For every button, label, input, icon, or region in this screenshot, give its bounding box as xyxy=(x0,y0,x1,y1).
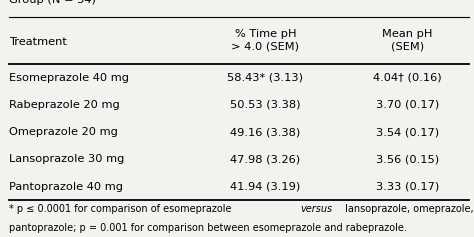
Text: 41.94 (3.19): 41.94 (3.19) xyxy=(230,182,301,192)
Text: lansoprazole, omeprazole, and: lansoprazole, omeprazole, and xyxy=(342,204,474,214)
Text: % Time pH
> 4.0 (SEM): % Time pH > 4.0 (SEM) xyxy=(231,29,300,51)
Text: pantoprazole; p = 0.001 for comparison between esomeprazole and rabeprazole.: pantoprazole; p = 0.001 for comparison b… xyxy=(9,223,407,233)
Text: Group (N = 54): Group (N = 54) xyxy=(9,0,96,5)
Text: Rabeprazole 20 mg: Rabeprazole 20 mg xyxy=(9,100,120,110)
Text: Mean pH
(SEM): Mean pH (SEM) xyxy=(383,29,433,51)
Text: 47.98 (3.26): 47.98 (3.26) xyxy=(230,154,301,164)
Text: Treatment: Treatment xyxy=(9,37,67,47)
Text: 58.43* (3.13): 58.43* (3.13) xyxy=(228,73,303,83)
Text: Omeprazole 20 mg: Omeprazole 20 mg xyxy=(9,127,119,137)
Text: 49.16 (3.38): 49.16 (3.38) xyxy=(230,127,301,137)
Text: 50.53 (3.38): 50.53 (3.38) xyxy=(230,100,301,110)
Text: Lansoprazole 30 mg: Lansoprazole 30 mg xyxy=(9,154,125,164)
Text: 3.56 (0.15): 3.56 (0.15) xyxy=(376,154,439,164)
Text: 4.04† (0.16): 4.04† (0.16) xyxy=(374,73,442,83)
Text: 3.54 (0.17): 3.54 (0.17) xyxy=(376,127,439,137)
Text: 3.70 (0.17): 3.70 (0.17) xyxy=(376,100,439,110)
Text: versus: versus xyxy=(301,204,333,214)
Text: * p ≤ 0.0001 for comparison of esomeprazole: * p ≤ 0.0001 for comparison of esomepraz… xyxy=(9,204,235,214)
Text: Pantoprazole 40 mg: Pantoprazole 40 mg xyxy=(9,182,124,192)
Text: Esomeprazole 40 mg: Esomeprazole 40 mg xyxy=(9,73,129,83)
Text: 3.33 (0.17): 3.33 (0.17) xyxy=(376,182,439,192)
